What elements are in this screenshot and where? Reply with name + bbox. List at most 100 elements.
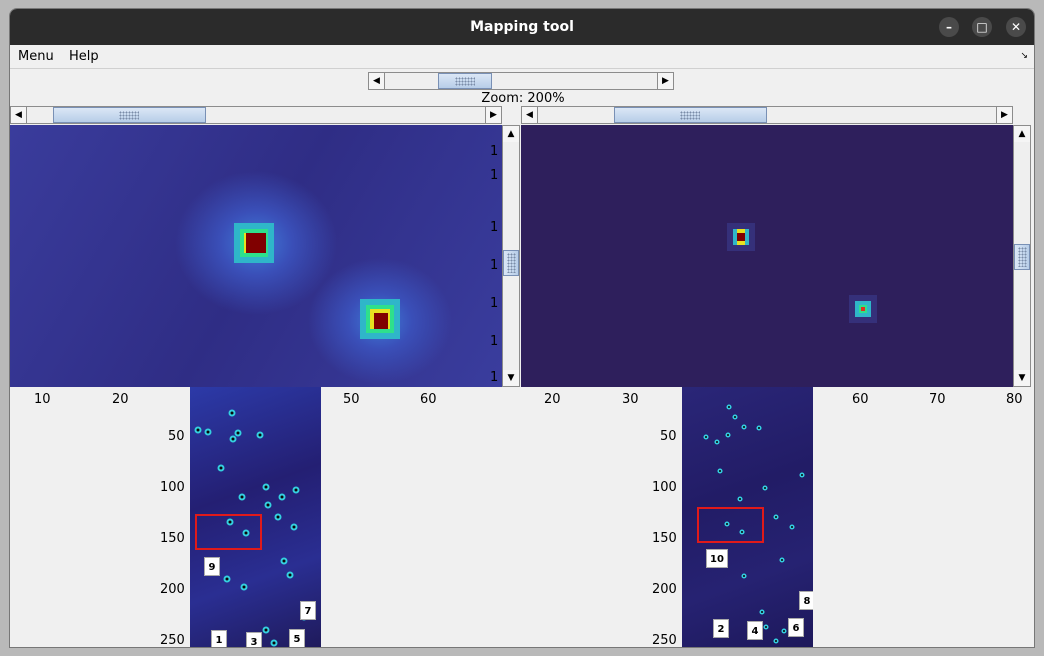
left-scroll-up-arrow-icon[interactable]: ▲: [503, 126, 519, 142]
spot-marker: [256, 431, 264, 439]
close-button[interactable]: ✕: [1006, 17, 1026, 37]
right-scroll-down-arrow-icon[interactable]: ▼: [1014, 370, 1030, 386]
right-vscrollbar[interactable]: ▲ ▼: [1013, 125, 1031, 387]
minimize-button[interactable]: –: [939, 17, 959, 37]
menu-item-menu[interactable]: Menu: [18, 49, 54, 64]
overview-y-tick: 150: [160, 531, 185, 546]
zoom-scrollbar[interactable]: ◀ ▶: [368, 72, 674, 90]
right-scroll-up-arrow-icon[interactable]: ▲: [1014, 126, 1030, 142]
right-overview-spots: [703, 404, 805, 644]
right-scroll-right-arrow-icon[interactable]: ▶: [996, 107, 1012, 123]
spot-marker: [262, 626, 270, 634]
spot-marker: [286, 571, 294, 579]
x-tick: 70: [929, 392, 946, 407]
x-tick: 60: [420, 392, 437, 407]
right-hscroll-thumb[interactable]: [614, 107, 767, 123]
spot-core: [374, 313, 388, 329]
spot-marker: [763, 624, 769, 630]
spot-label[interactable]: 1: [211, 630, 227, 647]
left-scroll-down-arrow-icon[interactable]: ▼: [503, 370, 519, 386]
right-heatmap-spots: [727, 223, 877, 323]
left-heatmap-spots: [234, 223, 400, 339]
left-zoom-heatmap[interactable]: 1 1 1 1 1 1 1: [10, 125, 502, 387]
y-tick: 1: [490, 334, 499, 349]
spot-label[interactable]: 7: [300, 601, 316, 620]
right-scroll-left-arrow-icon[interactable]: ◀: [522, 107, 538, 123]
spot-marker: [741, 424, 747, 430]
spot-marker: [725, 432, 731, 438]
zoom-right-arrow-icon[interactable]: ▶: [657, 73, 673, 89]
left-overview-map[interactable]: 9 1 3 5 7: [190, 387, 321, 647]
x-tick: 30: [622, 392, 639, 407]
overview-y-tick: 100: [160, 480, 185, 495]
zoom-scroll-thumb[interactable]: [438, 73, 492, 89]
spot-marker: [739, 529, 745, 535]
y-tick: 1: [490, 168, 499, 183]
y-tick: 1: [490, 144, 499, 159]
left-hscroll-thumb[interactable]: [53, 107, 206, 123]
spot-marker: [726, 404, 732, 410]
overview-y-tick: 100: [652, 480, 677, 495]
grip-icon: [455, 77, 475, 86]
spot-label[interactable]: 3: [246, 632, 262, 647]
spot-marker: [238, 493, 246, 501]
right-zoom-heatmap[interactable]: [521, 125, 1013, 387]
overview-y-tick: 150: [652, 531, 677, 546]
right-viewport-selection[interactable]: [697, 507, 764, 543]
right-vscroll-thumb[interactable]: [1014, 244, 1030, 270]
y-tick: 1: [490, 296, 499, 311]
overview-y-tick: 50: [168, 429, 185, 444]
spot-label[interactable]: 6: [788, 618, 804, 637]
maximize-button[interactable]: □: [972, 17, 992, 37]
spot-marker: [270, 639, 278, 647]
spot-marker: [194, 426, 202, 434]
spot-label[interactable]: 2: [713, 619, 729, 638]
spot-marker: [732, 414, 738, 420]
x-tick: 80: [1006, 392, 1023, 407]
x-tick: 20: [544, 392, 561, 407]
menu-bar: Menu Help ↘: [10, 45, 1034, 69]
menu-item-help[interactable]: Help: [69, 49, 99, 64]
y-tick: 1: [490, 258, 499, 273]
left-scroll-right-arrow-icon[interactable]: ▶: [485, 107, 501, 123]
grip-icon: [119, 111, 139, 120]
spot-marker: [226, 518, 234, 526]
spot-marker: [204, 428, 212, 436]
overview-y-tick: 200: [652, 582, 677, 597]
spot-marker: [762, 485, 768, 491]
overview-y-tick: 200: [160, 582, 185, 597]
right-hscrollbar[interactable]: ◀ ▶: [521, 106, 1013, 124]
spot-marker: [264, 501, 272, 509]
spot-marker: [773, 514, 779, 520]
resize-corner-icon[interactable]: ↘: [1020, 51, 1028, 61]
spot-marker: [292, 486, 300, 494]
y-tick: 1: [490, 220, 499, 235]
left-viewport-selection[interactable]: [195, 514, 262, 550]
spot-label[interactable]: 5: [289, 629, 305, 647]
spot-label[interactable]: 10: [706, 549, 728, 568]
y-tick: 1: [490, 370, 499, 385]
left-vscroll-thumb[interactable]: [503, 250, 519, 276]
spot-marker: [290, 523, 298, 531]
grip-icon: [1018, 247, 1027, 267]
spot-marker: [229, 435, 237, 443]
left-hscrollbar[interactable]: ◀ ▶: [10, 106, 502, 124]
spot-label[interactable]: 8: [799, 591, 813, 610]
spot-marker: [217, 464, 225, 472]
left-scroll-left-arrow-icon[interactable]: ◀: [11, 107, 27, 123]
spot-label[interactable]: 4: [747, 621, 763, 640]
spot-marker: [773, 638, 779, 644]
window-title: Mapping tool: [470, 19, 574, 35]
spot-marker: [741, 573, 747, 579]
spot-label[interactable]: 9: [204, 557, 220, 576]
title-bar: Mapping tool – □ ✕: [10, 9, 1034, 45]
spot-core: [246, 233, 266, 253]
zoom-left-arrow-icon[interactable]: ◀: [369, 73, 385, 89]
overview-y-tick: 50: [660, 429, 677, 444]
spot-marker: [262, 483, 270, 491]
spot-marker: [280, 557, 288, 565]
right-overview-map[interactable]: 10 2 4 6 8: [682, 387, 813, 647]
left-vscrollbar[interactable]: ▲ ▼: [502, 125, 520, 387]
overview-y-tick: 250: [652, 633, 677, 648]
spot-marker: [724, 521, 730, 527]
